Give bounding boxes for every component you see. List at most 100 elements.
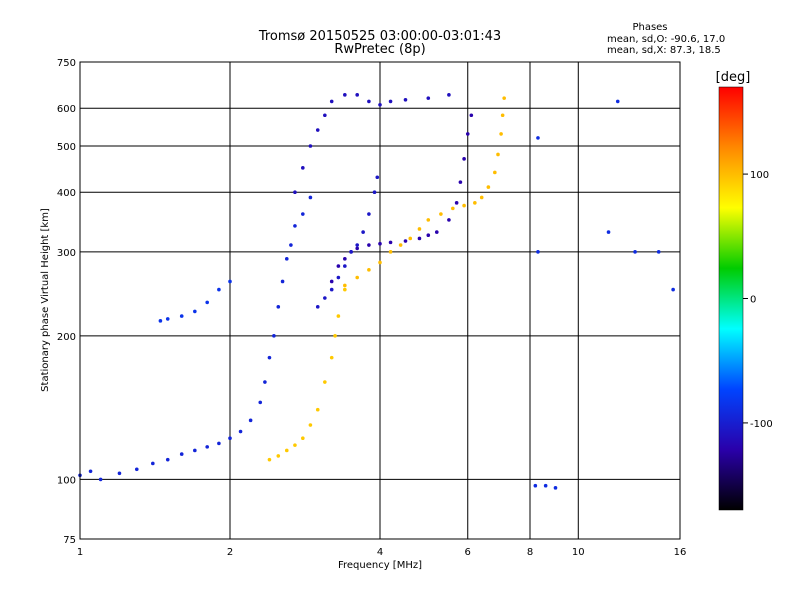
- plot-frame: [79, 61, 681, 540]
- data-point: [238, 429, 243, 434]
- data-point: [403, 97, 408, 102]
- data-point: [451, 206, 455, 211]
- data-point: [88, 469, 93, 474]
- chart-title: Tromsø 20150525 03:00:00-03:01:43: [258, 29, 501, 44]
- data-point: [375, 175, 380, 180]
- data-point: [289, 243, 293, 247]
- data-point: [280, 279, 285, 284]
- colorbar-tick-label: 100: [750, 170, 769, 181]
- y-tick-label: 100: [57, 475, 76, 486]
- data-point: [329, 355, 334, 360]
- data-point: [308, 195, 313, 200]
- data-point: [98, 477, 103, 482]
- data-point: [671, 287, 675, 292]
- data-point: [367, 243, 371, 247]
- data-point: [329, 279, 334, 284]
- x-tick-label: 10: [572, 547, 585, 558]
- x-tick-label: 2: [227, 547, 233, 558]
- data-point: [323, 380, 327, 384]
- y-tick-label: 750: [57, 58, 76, 69]
- data-point: [179, 452, 184, 456]
- data-point: [301, 212, 305, 216]
- data-point: [272, 334, 276, 338]
- data-point: [403, 239, 408, 243]
- data-point: [355, 275, 359, 280]
- data-point: [408, 236, 413, 241]
- x-tick-label: 1: [77, 547, 83, 558]
- data-point: [329, 287, 334, 292]
- data-point: [378, 103, 382, 107]
- data-point: [434, 230, 439, 234]
- data-point: [388, 250, 393, 254]
- data-point: [205, 445, 209, 449]
- data-point: [343, 93, 347, 97]
- data-point: [499, 132, 503, 136]
- data-point: [267, 457, 272, 462]
- data-point: [462, 203, 466, 208]
- data-point: [228, 436, 232, 441]
- x-tick-label: 4: [377, 547, 383, 558]
- x-axis-label: Frequency [MHz]: [338, 560, 422, 571]
- x-axis-ticks: 1 2 4 6 8 10 16: [77, 547, 687, 558]
- data-point: [553, 486, 558, 490]
- data-point: [469, 113, 474, 118]
- data-point: [417, 227, 422, 231]
- data-point: [496, 152, 500, 157]
- data-point: [276, 305, 281, 309]
- y-tick-label: 200: [57, 332, 76, 343]
- data-point: [336, 275, 341, 280]
- colorbar-label: [deg]: [716, 70, 751, 85]
- data-point: [479, 195, 484, 200]
- data-point: [458, 180, 463, 184]
- data-point: [502, 96, 506, 100]
- data-point: [426, 96, 431, 100]
- stats-o-mode: mean, sd,O: -90.6, 17.0: [607, 34, 725, 45]
- data-point: [301, 436, 305, 441]
- data-point: [486, 185, 491, 189]
- data-point: [308, 423, 313, 427]
- data-point: [193, 309, 197, 314]
- data-point: [543, 483, 548, 488]
- data-point: [398, 243, 403, 247]
- data-point: [533, 483, 538, 488]
- data-point: [284, 448, 289, 453]
- y-tick-label: 600: [57, 104, 76, 115]
- x-tick-label: 16: [674, 547, 687, 558]
- data-point: [315, 407, 320, 412]
- data-point: [293, 224, 297, 228]
- data-point: [465, 132, 470, 136]
- data-point: [263, 380, 267, 384]
- data-point: [343, 287, 347, 292]
- chart-subtitle: RwPretec (8p): [334, 42, 425, 57]
- data-point: [355, 93, 359, 97]
- y-tick-label: 300: [57, 248, 76, 259]
- data-point: [315, 305, 320, 309]
- data-point: [267, 355, 272, 360]
- data-point: [536, 250, 540, 254]
- data-point: [454, 201, 459, 205]
- grid-lines: [80, 62, 680, 539]
- data-point: [447, 93, 451, 97]
- data-point: [500, 113, 505, 118]
- data-point: [323, 113, 327, 118]
- data-point: [329, 99, 334, 104]
- data-point: [462, 157, 466, 161]
- y-axis-label: Stationary phase Virtual Height [km]: [40, 208, 51, 392]
- data-point: [117, 471, 122, 476]
- data-point: [355, 243, 359, 247]
- data-point: [248, 418, 253, 423]
- data-point: [284, 257, 289, 261]
- data-point: [323, 296, 327, 300]
- colorbar: [718, 86, 744, 511]
- stats-heading: Phases: [632, 22, 667, 33]
- y-axis-ticks: 75 100 200 300 400 500 600 750: [57, 58, 76, 546]
- data-point: [205, 300, 209, 305]
- data-point: [276, 454, 281, 458]
- data-point: [367, 99, 371, 104]
- data-point: [493, 170, 497, 175]
- colorbar-tick-label: 0: [750, 295, 756, 306]
- data-point: [301, 166, 305, 170]
- data-point: [473, 201, 477, 205]
- data-point: [355, 246, 359, 251]
